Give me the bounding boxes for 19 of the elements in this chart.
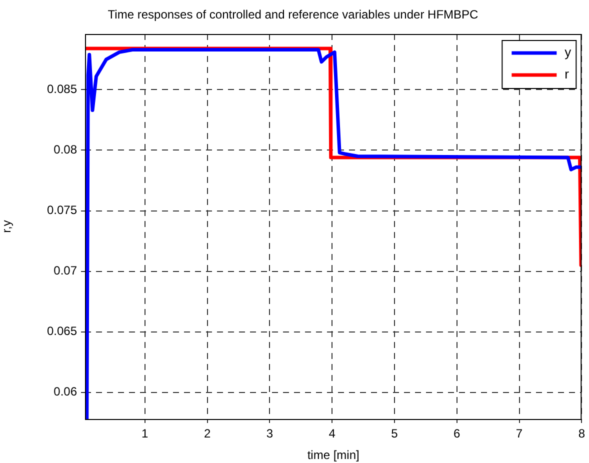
chart-title: Time responses of controlled and reference variables under HFMBPC	[108, 8, 479, 22]
x-tick-label: 3	[266, 426, 274, 441]
x-tick-label: 1	[142, 426, 149, 441]
x-tick-label: 4	[328, 426, 336, 441]
x-tick-label: 8	[578, 426, 586, 441]
y-tick-label: 0.08	[54, 142, 78, 157]
x-tick-label: 2	[204, 426, 211, 441]
x-tick-label: 7	[516, 426, 523, 441]
y-tick-label: 0.07	[54, 264, 78, 278]
y-tick-label: 0.075	[46, 203, 78, 218]
legend-label: r	[564, 66, 570, 82]
y-tick-label: 0.085	[46, 82, 78, 96]
x-axis-title: time [min]	[307, 448, 360, 462]
x-tick-label: 6	[454, 426, 461, 441]
y-tick-label: 0.06	[54, 384, 78, 399]
x-tick-label: 5	[391, 426, 398, 441]
y-tick-label: 0.065	[46, 324, 78, 338]
legend-label: y	[564, 44, 572, 60]
y-axis-title: r,y	[0, 220, 14, 233]
